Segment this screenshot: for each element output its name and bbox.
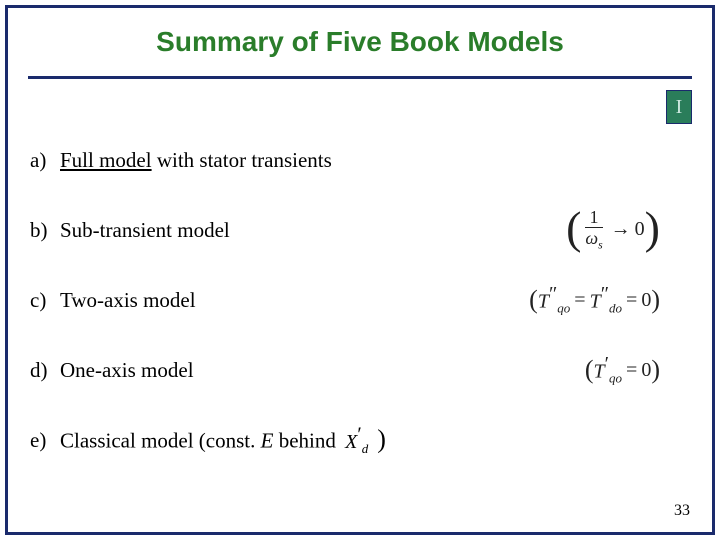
list-item: b) Sub-transient model ( 1 ωs → 0 ) <box>30 208 690 252</box>
item-text: Full model with stator transients <box>60 148 332 173</box>
fraction: 1 ωs <box>585 208 602 251</box>
institution-logo: I <box>666 90 692 124</box>
right-paren-icon: ) <box>651 285 660 315</box>
item-marker: e) <box>30 428 60 453</box>
right-paren-icon: ) <box>651 355 660 385</box>
slide-frame: Summary of Five Book Models I a) Full mo… <box>5 5 715 535</box>
left-paren-icon: ( <box>566 207 581 248</box>
left-paren-icon: ( <box>529 285 538 315</box>
fraction-numerator: 1 <box>590 208 599 227</box>
equals-icon: = <box>622 359 641 382</box>
item-marker: c) <box>30 288 60 313</box>
inline-math-var: X′d <box>341 431 377 453</box>
list-item: a) Full model with stator transients <box>30 138 690 182</box>
horizontal-rule <box>28 76 692 79</box>
equals-icon: = <box>570 289 589 312</box>
item-text: One-axis model <box>60 358 194 383</box>
item-text-em: E <box>261 429 274 453</box>
math-term: T″do <box>590 283 622 317</box>
math-expression: ( T′qo = 0 ) <box>585 353 690 387</box>
item-text-prefix: Classical model (const. <box>60 429 261 453</box>
equals-icon: = <box>622 289 641 312</box>
item-text: Two-axis model <box>60 288 196 313</box>
math-term: T″qo <box>538 283 570 317</box>
item-marker: a) <box>30 148 60 173</box>
math-expression: ( T″qo = T″do = 0 ) <box>529 283 690 317</box>
page-title: Summary of Five Book Models <box>8 26 712 58</box>
arrow-icon: → <box>607 218 635 241</box>
item-marker: d) <box>30 358 60 383</box>
item-text-underlined: Full model <box>60 148 152 172</box>
list-item: c) Two-axis model ( T″qo = T″do = 0 ) <box>30 278 690 322</box>
item-text: Sub-transient model <box>60 218 230 243</box>
title-container: Summary of Five Book Models <box>8 8 712 68</box>
content-list: a) Full model with stator transients b) … <box>30 138 690 488</box>
left-paren-icon: ( <box>585 355 594 385</box>
item-marker: b) <box>30 218 60 243</box>
rhs-value: 0 <box>635 218 645 241</box>
right-paren-icon: ) <box>645 207 660 248</box>
item-text-rest: with stator transients <box>152 148 332 172</box>
logo-glyph: I <box>676 96 683 119</box>
item-text: Classical model (const. E behind X′d ) <box>60 423 386 457</box>
list-item: d) One-axis model ( T′qo = 0 ) <box>30 348 690 392</box>
list-item: e) Classical model (const. E behind X′d … <box>30 418 690 462</box>
math-term: T′qo <box>594 353 623 387</box>
rhs-value: 0 <box>641 289 651 312</box>
math-expression: ( 1 ωs → 0 ) <box>566 208 690 251</box>
page-number: 33 <box>674 502 690 520</box>
close-paren: ) <box>377 425 386 454</box>
rhs-value: 0 <box>641 359 651 382</box>
item-text-mid: behind <box>273 429 341 453</box>
fraction-denominator: ωs <box>585 227 602 251</box>
